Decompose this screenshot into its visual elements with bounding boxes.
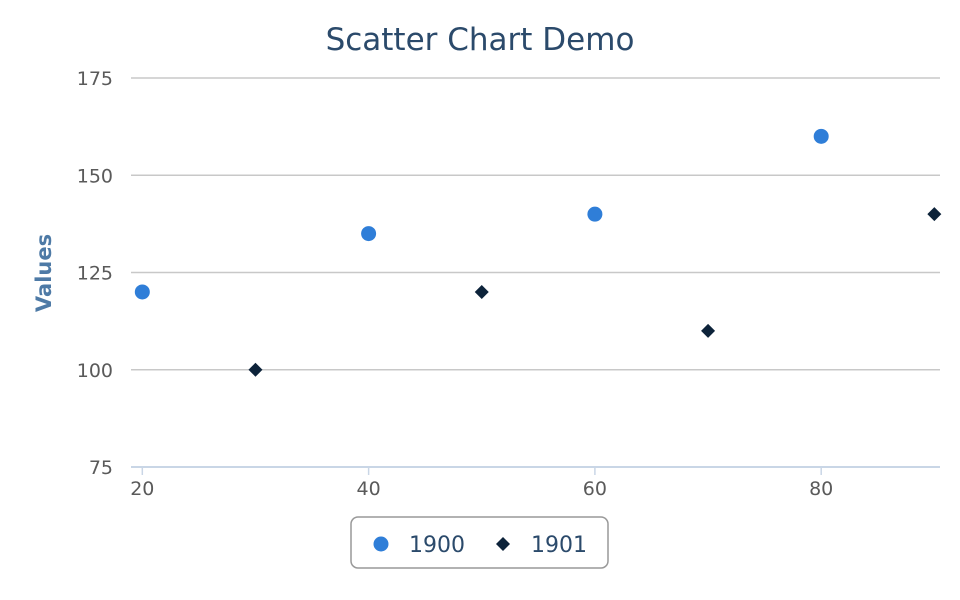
x-tick-label: 60 — [583, 478, 607, 500]
legend-box — [350, 516, 609, 569]
data-points — [134, 128, 942, 377]
y-axis-label: Values — [32, 234, 56, 312]
x-tick-label: 20 — [130, 478, 154, 500]
point-1900 — [361, 226, 377, 242]
y-tick-label: 175 — [77, 68, 113, 90]
x-tick-label: 80 — [809, 478, 833, 500]
point-1901 — [701, 323, 716, 338]
y-axis-ticks: 75 100 125 150 175 — [77, 68, 113, 479]
x-axis-ticks: 20 40 60 80 — [130, 467, 833, 500]
point-1900 — [587, 206, 603, 222]
point-1901 — [248, 362, 263, 377]
legend-marker-1901 — [496, 537, 510, 551]
y-tick-label: 125 — [77, 263, 113, 285]
legend-label-1901: 1901 — [531, 533, 587, 558]
y-tick-label: 100 — [77, 360, 113, 382]
legend: 1900 1901 — [350, 516, 609, 569]
x-tick-label: 40 — [357, 478, 381, 500]
legend-label-1900: 1900 — [409, 533, 465, 558]
grid-lines — [131, 77, 940, 371]
point-1900 — [813, 128, 829, 144]
point-1900 — [134, 284, 150, 300]
chart-title: Scatter Chart Demo — [326, 22, 635, 58]
y-tick-label: 75 — [89, 457, 113, 479]
legend-marker-1900 — [373, 536, 389, 552]
point-1901 — [474, 284, 489, 299]
y-tick-label: 150 — [77, 165, 113, 187]
point-1901 — [927, 207, 942, 222]
